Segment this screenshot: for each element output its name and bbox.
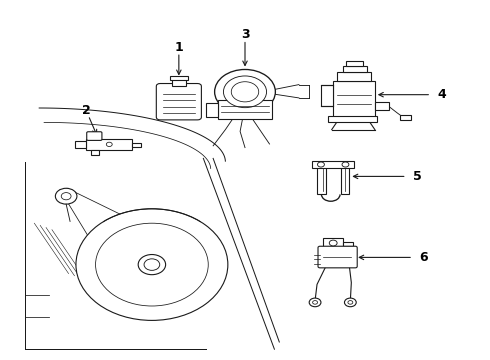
Bar — [172, 78, 186, 86]
Bar — [75, 141, 86, 148]
Circle shape — [106, 142, 112, 147]
Circle shape — [138, 255, 166, 275]
Bar — [375, 102, 389, 110]
Bar — [170, 76, 188, 80]
FancyBboxPatch shape — [156, 84, 201, 120]
Circle shape — [76, 209, 228, 320]
Bar — [343, 66, 367, 72]
Bar — [333, 81, 375, 117]
Bar — [341, 167, 349, 194]
Bar — [218, 100, 272, 119]
Circle shape — [223, 76, 267, 108]
Bar — [317, 167, 326, 194]
Circle shape — [231, 82, 259, 102]
Circle shape — [215, 69, 275, 114]
Bar — [86, 139, 132, 150]
Text: 1: 1 — [174, 41, 183, 54]
FancyBboxPatch shape — [318, 246, 357, 268]
Text: 5: 5 — [413, 170, 422, 183]
Bar — [91, 150, 99, 155]
Circle shape — [96, 223, 208, 306]
Text: 3: 3 — [241, 28, 249, 41]
Bar — [321, 85, 333, 106]
Bar — [400, 115, 411, 120]
Text: 6: 6 — [419, 251, 428, 264]
Bar — [132, 143, 141, 147]
Bar — [346, 61, 363, 66]
Circle shape — [318, 162, 324, 167]
Bar — [312, 161, 354, 168]
Circle shape — [55, 188, 77, 204]
Bar — [337, 72, 371, 81]
Circle shape — [344, 298, 356, 307]
Circle shape — [329, 240, 337, 246]
Bar — [323, 238, 343, 248]
Circle shape — [348, 301, 353, 304]
Text: 4: 4 — [438, 88, 446, 101]
Bar — [206, 103, 218, 117]
Text: 2: 2 — [82, 104, 91, 117]
Circle shape — [144, 259, 160, 270]
Circle shape — [313, 301, 318, 304]
Bar — [328, 116, 377, 122]
Circle shape — [61, 193, 71, 200]
FancyBboxPatch shape — [87, 132, 102, 140]
Circle shape — [309, 298, 321, 307]
Bar — [343, 242, 353, 246]
Circle shape — [342, 162, 349, 167]
